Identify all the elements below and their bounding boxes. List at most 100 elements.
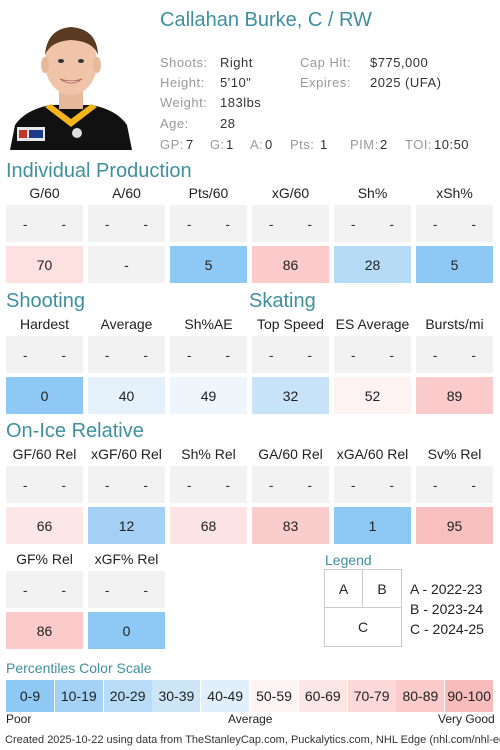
pts-label: Pts: bbox=[290, 137, 315, 152]
g-label: G: bbox=[210, 137, 225, 152]
metric-prior-seasons-xsh: -- bbox=[416, 205, 493, 242]
metric-value-a: - bbox=[432, 215, 438, 232]
metric-value-a: - bbox=[22, 346, 28, 363]
metric-value-b: - bbox=[389, 346, 395, 363]
metric-header-hardest: Hardest bbox=[19, 316, 70, 332]
metric-prior-seasons-bursts-mi: -- bbox=[416, 336, 493, 373]
metric-prior-seasons-xga-60-rel: -- bbox=[334, 466, 411, 503]
metric-value-a: - bbox=[22, 476, 28, 493]
metric-value-a: - bbox=[104, 581, 110, 598]
metric-prior-seasons-sh-ae: -- bbox=[170, 336, 247, 373]
metric-header-sh-rel: Sh% Rel bbox=[181, 446, 236, 462]
metric-header-gf-rel: GF% Rel bbox=[16, 551, 73, 567]
metric-value-b: - bbox=[389, 476, 395, 493]
metric-percentile-a-60: - bbox=[88, 246, 165, 283]
metric-value-a: - bbox=[104, 346, 110, 363]
expires-label: Expires: bbox=[300, 75, 351, 90]
metric-header-bursts-mi: Bursts/mi bbox=[425, 316, 484, 332]
metric-value-b: - bbox=[61, 346, 67, 363]
metric-percentile-average: 40 bbox=[88, 377, 165, 414]
metric-value-b: - bbox=[471, 476, 477, 493]
metric-prior-seasons-xgf-rel: -- bbox=[88, 571, 165, 608]
metric-value-b: - bbox=[307, 346, 313, 363]
metric-value-b: - bbox=[143, 346, 149, 363]
metric-value-b: - bbox=[61, 476, 67, 493]
footer-credits: Created 2025-10-22 using data from TheSt… bbox=[5, 734, 500, 746]
metric-percentile-ga-60-rel: 83 bbox=[252, 507, 329, 544]
scale-bucket-80-89: 80-89 bbox=[396, 680, 445, 712]
metric-value-b: - bbox=[143, 215, 149, 232]
metric-header-top-speed: Top Speed bbox=[257, 316, 324, 332]
pim-label: PIM: bbox=[350, 137, 379, 152]
metric-prior-seasons-g-60: -- bbox=[6, 205, 83, 242]
metric-prior-seasons-es-average: -- bbox=[334, 336, 411, 373]
a-value: 0 bbox=[265, 137, 273, 152]
metric-value-b: - bbox=[143, 581, 149, 598]
metric-prior-seasons-average: -- bbox=[88, 336, 165, 373]
metric-value-b: - bbox=[471, 346, 477, 363]
metric-value-b: - bbox=[307, 215, 313, 232]
legend-cell-a: A bbox=[325, 570, 363, 608]
scale-bucket-0-9: 0-9 bbox=[6, 680, 54, 712]
metric-percentile-sh: 28 bbox=[334, 246, 411, 283]
metric-value-b: - bbox=[61, 581, 67, 598]
metric-value-b: - bbox=[225, 215, 231, 232]
cap-hit-label: Cap Hit: bbox=[300, 55, 351, 70]
weight-label: Weight: bbox=[160, 95, 208, 110]
legend-line-a: A - 2022-23 bbox=[410, 581, 483, 597]
legend-line-b: B - 2023-24 bbox=[410, 601, 484, 617]
scale-bucket-10-19: 10-19 bbox=[54, 680, 103, 712]
metric-value-a: - bbox=[22, 215, 28, 232]
metric-value-b: - bbox=[61, 215, 67, 232]
metric-value-a: - bbox=[268, 476, 274, 493]
height-value: 5'10" bbox=[220, 75, 252, 90]
expires-value: 2025 (UFA) bbox=[370, 75, 442, 90]
legend-cell-c: C bbox=[357, 619, 369, 635]
player-photo bbox=[5, 15, 137, 150]
age-value: 28 bbox=[220, 116, 236, 131]
pts-value: 1 bbox=[320, 137, 328, 152]
legend-box: A B C bbox=[324, 569, 402, 647]
shoots-label: Shoots: bbox=[160, 55, 208, 70]
metric-percentile-top-speed: 32 bbox=[252, 377, 329, 414]
metric-value-b: - bbox=[471, 215, 477, 232]
metric-percentile-es-average: 52 bbox=[334, 377, 411, 414]
metric-header-a-60: A/60 bbox=[112, 185, 141, 201]
section-on-ice-relative: On-Ice Relative bbox=[6, 420, 144, 442]
scale-average-label: Average bbox=[228, 712, 273, 726]
metric-header-xga-60-rel: xGA/60 Rel bbox=[336, 446, 409, 462]
metric-header-gf-60-rel: GF/60 Rel bbox=[12, 446, 77, 462]
scale-bucket-20-29: 20-29 bbox=[103, 680, 152, 712]
toi-value: 10:50 bbox=[434, 137, 470, 152]
metric-prior-seasons-sh-rel: -- bbox=[170, 466, 247, 503]
age-label: Age: bbox=[160, 116, 189, 131]
metric-value-b: - bbox=[389, 215, 395, 232]
scale-bucket-60-69: 60-69 bbox=[298, 680, 347, 712]
metric-value-a: - bbox=[350, 215, 356, 232]
metric-prior-seasons-pts-60: -- bbox=[170, 205, 247, 242]
scale-bucket-30-39: 30-39 bbox=[152, 680, 201, 712]
metric-percentile-xg-60: 86 bbox=[252, 246, 329, 283]
metric-prior-seasons-gf-rel: -- bbox=[6, 571, 83, 608]
section-skating: Skating bbox=[249, 290, 316, 312]
scale-bucket-90-100: 90-100 bbox=[445, 680, 494, 712]
metric-percentile-xgf-rel: 0 bbox=[88, 612, 165, 649]
a-label: A: bbox=[250, 137, 264, 152]
metric-value-a: - bbox=[186, 476, 192, 493]
player-name: Callahan Burke, C / RW bbox=[160, 9, 372, 31]
metric-prior-seasons-gf-60-rel: -- bbox=[6, 466, 83, 503]
metric-value-b: - bbox=[143, 476, 149, 493]
metric-header-average: Average bbox=[100, 316, 153, 332]
metric-header-xgf-rel: xGF% Rel bbox=[94, 551, 159, 567]
metric-percentile-sv-rel: 95 bbox=[416, 507, 493, 544]
metric-percentile-xgf-60-rel: 12 bbox=[88, 507, 165, 544]
metric-prior-seasons-ga-60-rel: -- bbox=[252, 466, 329, 503]
weight-value: 183lbs bbox=[220, 95, 262, 110]
metric-value-a: - bbox=[350, 476, 356, 493]
metric-prior-seasons-sv-rel: -- bbox=[416, 466, 493, 503]
metric-percentile-sh-rel: 68 bbox=[170, 507, 247, 544]
toi-label: TOI: bbox=[405, 137, 433, 152]
metric-percentile-gf-rel: 86 bbox=[6, 612, 83, 649]
scale-bucket-50-59: 50-59 bbox=[250, 680, 298, 712]
metric-value-b: - bbox=[307, 476, 313, 493]
